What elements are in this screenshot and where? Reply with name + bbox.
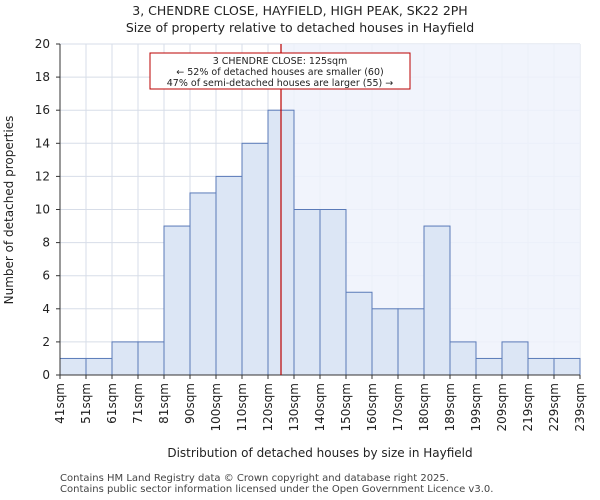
y-tick-label: 8 bbox=[42, 236, 50, 250]
annotation-line-2: ← 52% of detached houses are smaller (60… bbox=[176, 67, 383, 78]
bar-209sqm bbox=[501, 341, 529, 376]
bar-81sqm bbox=[163, 225, 191, 376]
bar-189sqm bbox=[449, 341, 477, 376]
y-tick-label: 4 bbox=[42, 302, 50, 316]
histogram-chart: 0 2 4 6 8 10 12 14 16 18 20 41sqm 51sqm 61sqm 71sqm 81… bbox=[2, 37, 587, 460]
x-tick-label: 110sqm bbox=[235, 383, 249, 431]
chart-subtitle: Size of property relative to detached ho… bbox=[125, 20, 475, 35]
bar-71sqm bbox=[137, 341, 165, 376]
x-tick-label: 61sqm bbox=[105, 383, 119, 424]
y-axis-label: Number of detached properties bbox=[2, 116, 16, 305]
y-tick-labels: 0 2 4 6 8 10 12 14 16 18 20 bbox=[35, 37, 60, 382]
bar-51sqm bbox=[85, 357, 113, 376]
bar-150sqm bbox=[345, 291, 373, 376]
x-tick-label: 199sqm bbox=[469, 383, 483, 431]
x-tick-label: 140sqm bbox=[313, 383, 327, 431]
x-tick-label: 160sqm bbox=[365, 383, 379, 431]
y-tick-label: 6 bbox=[42, 269, 50, 283]
y-tick-label: 2 bbox=[42, 335, 50, 349]
footer-line-1: Contains HM Land Registry data © Crown c… bbox=[60, 473, 449, 484]
bar-219sqm bbox=[527, 357, 555, 376]
annotation-line-1: 3 CHENDRE CLOSE: 125sqm bbox=[213, 56, 348, 67]
y-tick-label: 0 bbox=[42, 368, 50, 382]
x-tick-label: 180sqm bbox=[417, 383, 431, 431]
bar-90sqm bbox=[189, 192, 217, 376]
bar-229sqm bbox=[553, 357, 581, 376]
bar-140sqm bbox=[319, 209, 347, 376]
x-tick-label: 239sqm bbox=[573, 383, 587, 431]
bar-160sqm bbox=[371, 308, 399, 376]
y-tick-label: 18 bbox=[35, 70, 50, 84]
y-tick-label: 12 bbox=[35, 169, 50, 183]
x-tick-label: 219sqm bbox=[521, 383, 535, 431]
bar-130sqm bbox=[293, 209, 321, 376]
bar-100sqm bbox=[215, 175, 243, 376]
bar-170sqm bbox=[397, 308, 425, 376]
bar-180sqm bbox=[423, 225, 451, 376]
bar-110sqm bbox=[241, 142, 269, 376]
bar-199sqm bbox=[475, 357, 503, 376]
x-tick-label: 90sqm bbox=[183, 383, 197, 424]
x-tick-label: 130sqm bbox=[287, 383, 301, 431]
y-tick-label: 14 bbox=[35, 136, 50, 150]
annotation-box: 3 CHENDRE CLOSE: 125sqm← 52% of detached… bbox=[149, 52, 411, 90]
x-tick-label: 189sqm bbox=[443, 383, 457, 431]
x-tick-labels: 41sqm 51sqm 61sqm 71sqm 81sqm 90sqm 100sqm 110s… bbox=[53, 375, 587, 431]
x-tick-label: 170sqm bbox=[391, 383, 405, 431]
y-tick-label: 10 bbox=[35, 203, 50, 217]
bar-61sqm bbox=[111, 341, 139, 376]
x-tick-label: 51sqm bbox=[79, 383, 93, 424]
x-tick-label: 209sqm bbox=[495, 383, 509, 431]
y-tick-label: 20 bbox=[35, 37, 50, 51]
footer-line-2: Contains public sector information licen… bbox=[60, 484, 494, 495]
x-tick-label: 229sqm bbox=[547, 383, 561, 431]
x-axis-label: Distribution of detached houses by size … bbox=[167, 446, 472, 460]
x-tick-label: 71sqm bbox=[131, 383, 145, 424]
y-tick-label: 16 bbox=[35, 103, 50, 117]
x-tick-label: 81sqm bbox=[157, 383, 171, 424]
annotation-frame bbox=[149, 52, 411, 90]
bar-41sqm bbox=[59, 357, 87, 376]
x-tick-label: 120sqm bbox=[261, 383, 275, 431]
x-tick-label: 150sqm bbox=[339, 383, 353, 431]
chart-title: 3, CHENDRE CLOSE, HAYFIELD, HIGH PEAK, S… bbox=[132, 3, 468, 18]
annotation-line-3: 47% of semi-detached houses are larger (… bbox=[167, 78, 394, 89]
x-tick-label: 100sqm bbox=[209, 383, 223, 431]
x-tick-label: 41sqm bbox=[53, 383, 67, 424]
